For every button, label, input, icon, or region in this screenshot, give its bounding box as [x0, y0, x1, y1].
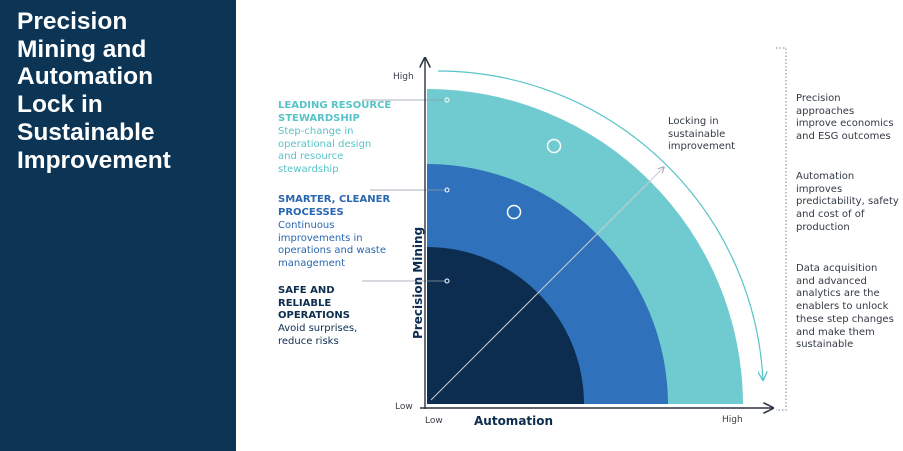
- level-desc-leading-resource-stewardship: Step-change in operational design and re…: [278, 126, 372, 176]
- right-bracket: [776, 47, 787, 411]
- y-axis-title: Precision Mining: [411, 226, 425, 339]
- note-data-acquisition: Data acquisition and advanced analytics …: [796, 263, 894, 351]
- level-desc-smarter-cleaner-processes: Continuous improvements in operations an…: [278, 220, 386, 270]
- level-title-smarter-cleaner-processes: SMARTER, CLEANER PROCESSES: [278, 194, 391, 218]
- y-axis-low-label: Low: [395, 402, 413, 412]
- page-title: Precision Mining and Automation Lock in …: [17, 8, 171, 174]
- level-title-safe-reliable-operations: SAFE AND RELIABLE OPERATIONS: [278, 285, 350, 322]
- x-axis-high-label: High: [722, 415, 743, 425]
- x-axis-low-label: Low: [425, 416, 443, 426]
- x-axis-title: Automation: [474, 414, 554, 428]
- note-precision: Precision approaches improve economics a…: [796, 93, 894, 143]
- level-title-leading-resource-stewardship: LEADING RESOURCE STEWARDSHIP: [278, 100, 392, 124]
- title-panel: Precision Mining and Automation Lock in …: [0, 0, 236, 451]
- level-desc-safe-reliable-operations: Avoid surprises, reduce risks: [278, 323, 358, 347]
- leader-dot-middle: [444, 187, 450, 193]
- diagonal-arrow: [430, 167, 664, 401]
- y-axis-high-label: High: [393, 72, 414, 82]
- marker-circle-middle: [506, 204, 522, 220]
- curved-arrow: [437, 70, 763, 380]
- locking-in-label: Locking in sustainable improvement: [668, 116, 736, 153]
- marker-circle-outer: [546, 138, 562, 154]
- leader-dot-inner: [444, 278, 450, 284]
- leader-dot-outer: [444, 97, 450, 103]
- note-automation: Automation improves predictability, safe…: [796, 171, 899, 233]
